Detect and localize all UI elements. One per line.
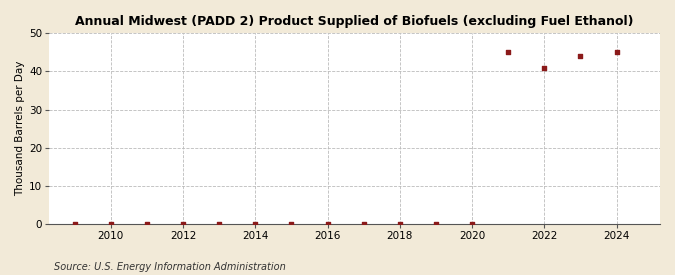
Point <box>286 222 297 226</box>
Point <box>431 222 441 226</box>
Text: Source: U.S. Energy Information Administration: Source: U.S. Energy Information Administ… <box>54 262 286 272</box>
Y-axis label: Thousand Barrels per Day: Thousand Barrels per Day <box>15 61 25 196</box>
Point <box>105 222 116 226</box>
Title: Annual Midwest (PADD 2) Product Supplied of Biofuels (excluding Fuel Ethanol): Annual Midwest (PADD 2) Product Supplied… <box>76 15 634 28</box>
Point <box>250 222 261 226</box>
Point <box>466 222 477 226</box>
Point <box>575 54 586 58</box>
Point <box>142 222 153 226</box>
Point <box>539 65 549 70</box>
Point <box>178 222 188 226</box>
Point <box>33 222 44 226</box>
Point <box>322 222 333 226</box>
Point <box>612 50 622 54</box>
Point <box>503 50 514 54</box>
Point <box>214 222 225 226</box>
Point <box>358 222 369 226</box>
Point <box>394 222 405 226</box>
Point <box>69 222 80 226</box>
